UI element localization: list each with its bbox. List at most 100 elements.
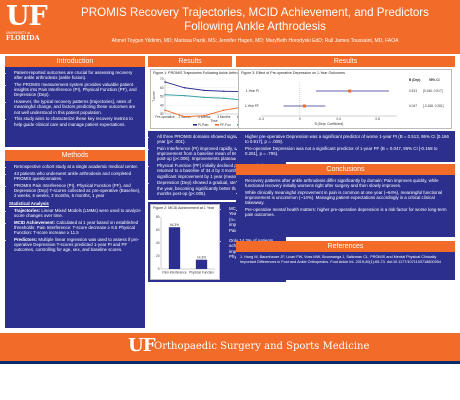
y-tick-label: 80: [156, 215, 160, 219]
y-tick-label: 20: [156, 254, 160, 258]
conclusions-body: Recovery patterns after ankle arthrodesi…: [236, 175, 455, 237]
uf-logo: UF UNIVERSITY of FLORIDA: [6, 1, 48, 49]
estimate-marker: [348, 89, 352, 93]
y-tick-label: 0: [158, 267, 160, 271]
stats-label: Predictors:: [14, 236, 38, 242]
table-header: 95% CI: [429, 78, 440, 82]
data-point: [164, 109, 166, 111]
y-tick-label: 60: [160, 86, 164, 90]
y-tick-label: 60: [156, 228, 160, 232]
x-tick-label: 0.8: [375, 117, 380, 121]
data-point: [203, 114, 205, 117]
methods-bullet: PROMIS Pain Interference (PI), Physical …: [14, 183, 141, 199]
data-point: [223, 97, 225, 100]
x-tick-label: 3 Months: [217, 115, 231, 119]
data-point: [183, 115, 186, 118]
conclusions-title: Conclusions: [236, 164, 455, 175]
results-bullet: Pre-operative Depression was not a signi…: [245, 146, 451, 156]
data-point: [203, 96, 205, 99]
x-tick-label: 6 Weeks: [198, 115, 211, 119]
table-header: B (Dep): [409, 78, 420, 82]
x-tick-label: Pain Interference: [162, 271, 187, 275]
figure-1-caption: Figure 1: PROMIS Trajectories Following …: [153, 71, 247, 75]
footer-uf-logo: UF: [128, 335, 156, 356]
introduction-section: Introduction Patient-reported outcomes a…: [5, 56, 145, 147]
figure-3-panel: Figure 3: Effect of Pre-operative Depres…: [238, 69, 452, 129]
results-bullets-right: Higher pre-operative Depression was a si…: [236, 131, 455, 162]
conclusion-bullet: Pre-operative mental health matters: hig…: [245, 207, 451, 217]
data-point: [223, 90, 225, 93]
left-column: Introduction Patient-reported outcomes a…: [5, 56, 145, 328]
results-bullet: Higher pre-operative Depression was a si…: [245, 134, 451, 144]
mcid-bar-chart: 0 20 40 60 80 64.3% Pain Interference 14.3% Phys…: [156, 215, 215, 275]
y-tick-label: 50: [160, 95, 164, 99]
stats-text: Multiple linear regression was used to a…: [14, 236, 140, 253]
results-bullet: Physical Function (PF) initially decline…: [157, 163, 282, 179]
introduction-body: Patient-reported outcomes are crucial fo…: [5, 67, 145, 147]
row-label: 1-Year PF: [245, 104, 259, 108]
y-tick-label: 40: [160, 103, 164, 107]
conclusion-bullet: While clinically meaningful improvement …: [245, 190, 451, 206]
y-tick-label: 30: [160, 112, 164, 116]
figure-2-panel: Figure 2: MCID Achievement at 1 Year 0 20…: [150, 204, 220, 280]
methods-bullet: 43 patients who underwent ankle arthrode…: [14, 171, 141, 181]
methods-title: Methods: [5, 150, 145, 161]
conclusion-bullet: Recovery patterns after ankle arthrodesi…: [245, 178, 451, 188]
data-point: [223, 109, 225, 111]
table-cell: 0.513: [409, 89, 417, 93]
stats-bullet: Trajectories: Linear Mixed Models (LMMs)…: [14, 208, 141, 218]
introduction-title: Introduction: [5, 56, 145, 67]
poster-header: UF UNIVERSITY of FLORIDA PROMIS Recovery…: [0, 0, 460, 54]
references-section: References 1. Hung M, Baumhauer JF, Lica…: [236, 241, 455, 280]
results-bullet: Depression (Dep) showed a gradual, stead…: [157, 180, 282, 196]
results-title-left: Results: [148, 56, 232, 67]
bar: [195, 259, 208, 269]
stats-label: MCID Achievement:: [14, 219, 56, 225]
references-body: 1. Hung M, Baumhauer JF, Licari FW, Voss…: [236, 252, 455, 280]
y-axis-label: T-score: [152, 91, 156, 102]
poster-title: PROMIS Recovery Trajectories, MCID Achie…: [81, 6, 429, 33]
x-tick-label: Physical Function: [189, 271, 214, 275]
y-tick-label: 40: [156, 241, 160, 245]
methods-section: Methods Retrospective cohort study at a …: [5, 150, 145, 328]
x-tick-label: Pre-operative: [155, 115, 174, 119]
results-bullet: All three PROMIS domains showed signific…: [157, 134, 282, 144]
figure-3-caption: Figure 3: Effect of Pre-operative Depres…: [241, 71, 345, 75]
results-title-right: Results: [236, 56, 455, 67]
bar: [168, 227, 181, 269]
legend-label: PI-Pain: [198, 123, 209, 127]
footer-department: Orthopaedic Surgery and Sports Medicine: [154, 341, 370, 352]
stats-bullet: Predictors: Multiple linear regression w…: [14, 237, 141, 253]
figure-2-caption: Figure 2: MCID Achievement at 1 Year: [153, 206, 215, 210]
x-axis-label: B (Depr. Coefficient): [315, 122, 344, 126]
table-cell: 0.047: [409, 104, 417, 108]
x-axis-label: Time: [211, 119, 218, 123]
statistical-analysis-heading: Statistical Analysis: [9, 201, 49, 207]
data-point: [203, 89, 205, 92]
legend-label: PF-Fun: [220, 123, 231, 127]
depression-effect-chart: -0.4 0 0.4 0.8 B (Depr. Coefficient) B (Dep) 9…: [245, 78, 444, 126]
x-tick-label: -0.4: [258, 117, 264, 121]
conclusions-section: Conclusions Recovery patterns after ankl…: [236, 164, 455, 237]
intro-bullet: However, the typical recovery patterns (…: [14, 99, 141, 115]
logo-uf: UF: [6, 1, 48, 32]
y-tick-label: 70: [160, 77, 164, 81]
logo-florida: FLORIDA: [6, 35, 40, 42]
data-label: 14.3%: [197, 256, 206, 260]
stats-text: Linear Mixed Models (LMMs) were used to …: [14, 207, 141, 218]
methods-body: Retrospective cohort study at a single a…: [5, 161, 145, 328]
data-label: 64.3%: [170, 223, 179, 227]
stats-text: Calculated at 1 year based on establishe…: [14, 219, 139, 236]
x-tick-label: 0.4: [336, 117, 341, 121]
intro-bullet: The PROMIS measurement system provides v…: [14, 82, 141, 98]
references-title: References: [236, 241, 455, 252]
footer-bar: [0, 333, 460, 361]
stats-label: Trajectories:: [14, 207, 41, 213]
methods-bullet: Retrospective cohort study at a single a…: [14, 164, 141, 169]
author-list: Ahmet Toygun Yildirim, MD; Marissa Pazik…: [111, 38, 399, 44]
reference-item: 1. Hung M, Baumhauer JF, Licari FW, Voss…: [240, 255, 441, 264]
data-point: [164, 81, 166, 83]
legend-swatch: [215, 124, 219, 126]
row-label: 1-Year PI: [246, 89, 259, 93]
